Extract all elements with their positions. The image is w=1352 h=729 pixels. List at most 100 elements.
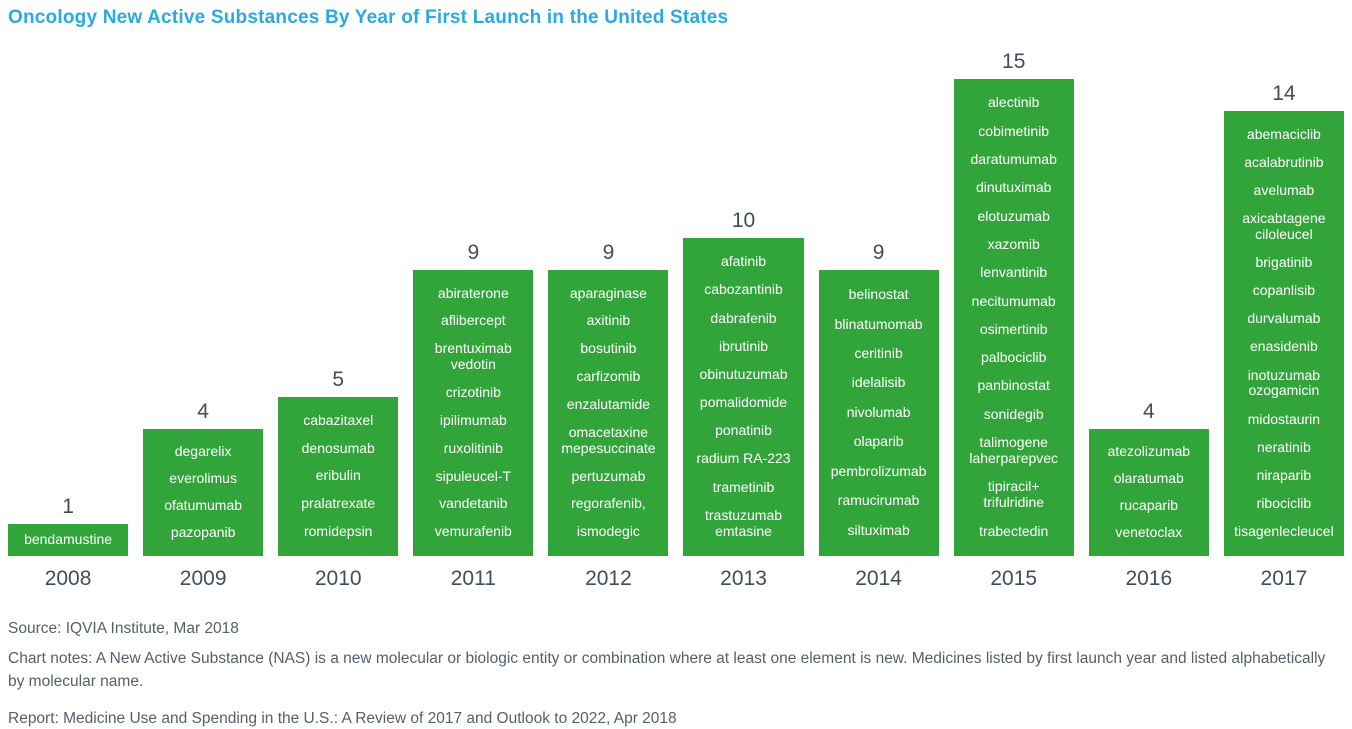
year-label: 2016 [1125, 567, 1173, 590]
bar-2010: cabazitaxel denosumab eribulin pralatrexate… [278, 397, 399, 556]
bar-2008: bendamustine [8, 524, 129, 556]
chart-column-2017: 14 abemaciclib acalabrutinib avelumab axicab… [1223, 81, 1344, 590]
drug-label: afatinib [720, 253, 767, 270]
drug-label: eribulin [315, 467, 361, 484]
footer: Source: IQVIA Institute, Mar 2018 Chart … [0, 618, 1352, 729]
drug-label: abemaciclib [1246, 125, 1321, 142]
drug-label: pertuzumab [571, 467, 646, 484]
drug-label: trabectedin [979, 522, 1049, 539]
bar-count: 4 [1142, 399, 1155, 423]
drug-label: abiraterone [437, 284, 509, 301]
bar-count: 9 [872, 240, 885, 264]
drug-label: lenvantinib [980, 264, 1048, 281]
bar-count: 15 [1002, 50, 1026, 73]
drug-label: belinostat [848, 286, 909, 303]
drug-label: dabrafenib [710, 309, 777, 326]
bar-2013: afatinib cabozantinib dabrafenib ibrutinib o… [683, 238, 804, 556]
drug-label: brentuximab vedotin [434, 340, 512, 373]
drug-label: denosumab [301, 439, 375, 456]
drug-label: everolimus [169, 469, 237, 486]
drug-label: cabazitaxel [303, 411, 374, 428]
drug-label: pazopanib [170, 523, 236, 540]
drug-label: blinatumomab [834, 315, 923, 332]
year-label: 2015 [990, 567, 1038, 590]
page-title: Oncology New Active Substances By Year o… [8, 7, 729, 28]
year-label: 2009 [179, 567, 227, 590]
chart-column-2012: 9 aparaginase axitinib bosutinib carfizomib e… [548, 242, 669, 589]
bar-count: 14 [1272, 81, 1296, 105]
chart-column-2015: 15 alectinib cobimetinib daratumumab dinutux… [953, 50, 1074, 590]
drug-label: obinutuzumab [699, 365, 788, 382]
bar-count: 10 [731, 209, 756, 232]
drug-label: tipiracil+ trifulridine [983, 478, 1045, 511]
drug-label: xazomib [987, 235, 1040, 252]
drug-label: ipilimumab [439, 411, 507, 428]
drug-label: idelalisib [851, 374, 906, 391]
year-label: 2013 [720, 567, 767, 590]
drug-label: axitinib [586, 312, 631, 329]
drug-label: carfizomib [576, 368, 641, 385]
drug-label: bosutinib [580, 340, 637, 357]
drug-label: pembrolizumab [830, 462, 927, 479]
chart-column-2014: 9 belinostat blinatumomab ceritinib idelalis… [818, 240, 939, 590]
drug-label: alectinib [988, 94, 1040, 111]
bar-count: 1 [62, 495, 74, 519]
drug-label: durvalumab [1247, 310, 1321, 327]
drug-label: niraparib [1256, 466, 1312, 483]
drug-label: ramucirumab [837, 492, 920, 509]
bar-count: 5 [332, 368, 345, 391]
drug-label: ponatinib [715, 422, 772, 439]
drug-label: bendamustine [24, 531, 113, 548]
drug-label: atezolizumab [1107, 442, 1191, 459]
drug-label: ibrutinib [719, 337, 769, 354]
drug-label: ruxolitinib [443, 439, 503, 456]
drug-label: ofatumumab [164, 496, 243, 513]
bar-2014: belinostat blinatumomab ceritinib idelalisi… [818, 269, 939, 556]
drug-label: axicabtagene ciloleucel [1242, 210, 1326, 243]
drug-label: trametinib [712, 478, 775, 495]
drug-label: enasidenib [1250, 338, 1318, 355]
drug-label: talimogene laherparepvec [969, 434, 1059, 467]
drug-label: avelumab [1253, 182, 1315, 199]
drug-label: radium RA-223 [696, 450, 791, 467]
drug-label: ribociclib [1256, 494, 1312, 511]
bar-2011: abiraterone aflibercept brentuximab vedoti… [413, 269, 534, 556]
drug-label: regorafenib, [571, 495, 646, 512]
drug-label: daratumumab [970, 150, 1057, 167]
drug-label: sonidegib [983, 405, 1044, 422]
drug-label: necitumumab [971, 292, 1056, 309]
drug-label: omacetaxine mepesuccinate [561, 423, 656, 456]
drug-label: tisagenlecleucel [1234, 522, 1334, 539]
drug-label: sipuleucel-T [435, 467, 512, 484]
drug-label: copanlisib [1252, 282, 1316, 299]
chart-column-2008: 1 bendamustine 2008 [8, 495, 129, 590]
chart-column-2011: 9 abiraterone aflibercept brentuximab vedot… [413, 242, 534, 590]
drug-label: dinutuximab [975, 179, 1052, 196]
drug-label: ismodegic [576, 523, 640, 540]
drug-label: olaratumab [1113, 469, 1184, 486]
year-label: 2008 [44, 567, 92, 590]
year-label: 2011 [450, 567, 496, 590]
drug-label: pralatrexate [301, 495, 376, 512]
bar-2016: atezolizumab olaratumab rucaparib venetocla… [1088, 428, 1209, 556]
bar-count: 4 [197, 399, 209, 423]
drug-label: siltuximab [847, 521, 910, 538]
year-label: 2014 [855, 567, 902, 590]
drug-label: romidepsin [303, 523, 373, 540]
year-label: 2017 [1260, 567, 1308, 590]
drug-label: enzalutamide [566, 395, 651, 412]
chart-column-2013: 10 afatinib cabozantinib dabrafenib ibrutini… [683, 209, 804, 590]
year-label: 2010 [314, 567, 362, 590]
chart-column-2010: 5 cabazitaxel denosumab eribulin pralatrexat… [278, 368, 399, 590]
bar-2015: alectinib cobimetinib daratumumab dinutuxim… [953, 79, 1074, 556]
drug-label: ceritinib [854, 345, 903, 362]
bar-2012: aparaginase axitinib bosutinib carfizomib en… [548, 269, 669, 556]
drug-label: trastuzumab emtasine [704, 506, 783, 539]
drug-label: neratinib [1257, 438, 1311, 455]
footer-source-text: Source: IQVIA Institute, Mar 2018 [8, 620, 239, 637]
footer-report-text: Report: Medicine Use and Spending in the… [8, 710, 677, 728]
drug-label: rucaparib [1119, 496, 1178, 513]
drug-label: crizotinib [445, 384, 501, 401]
footer-chart-notes-text: Chart notes: A New Active Substance (NAS… [8, 650, 1326, 690]
